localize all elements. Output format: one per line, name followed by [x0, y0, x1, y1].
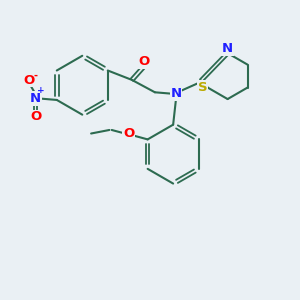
Text: O: O [139, 55, 150, 68]
Text: S: S [198, 81, 207, 94]
Text: N: N [222, 42, 233, 55]
Text: N: N [30, 92, 41, 105]
Text: N: N [170, 87, 182, 100]
Text: O: O [23, 74, 35, 87]
Text: -: - [34, 70, 38, 80]
Text: O: O [123, 127, 134, 140]
Text: +: + [37, 86, 45, 95]
Text: O: O [30, 110, 41, 123]
